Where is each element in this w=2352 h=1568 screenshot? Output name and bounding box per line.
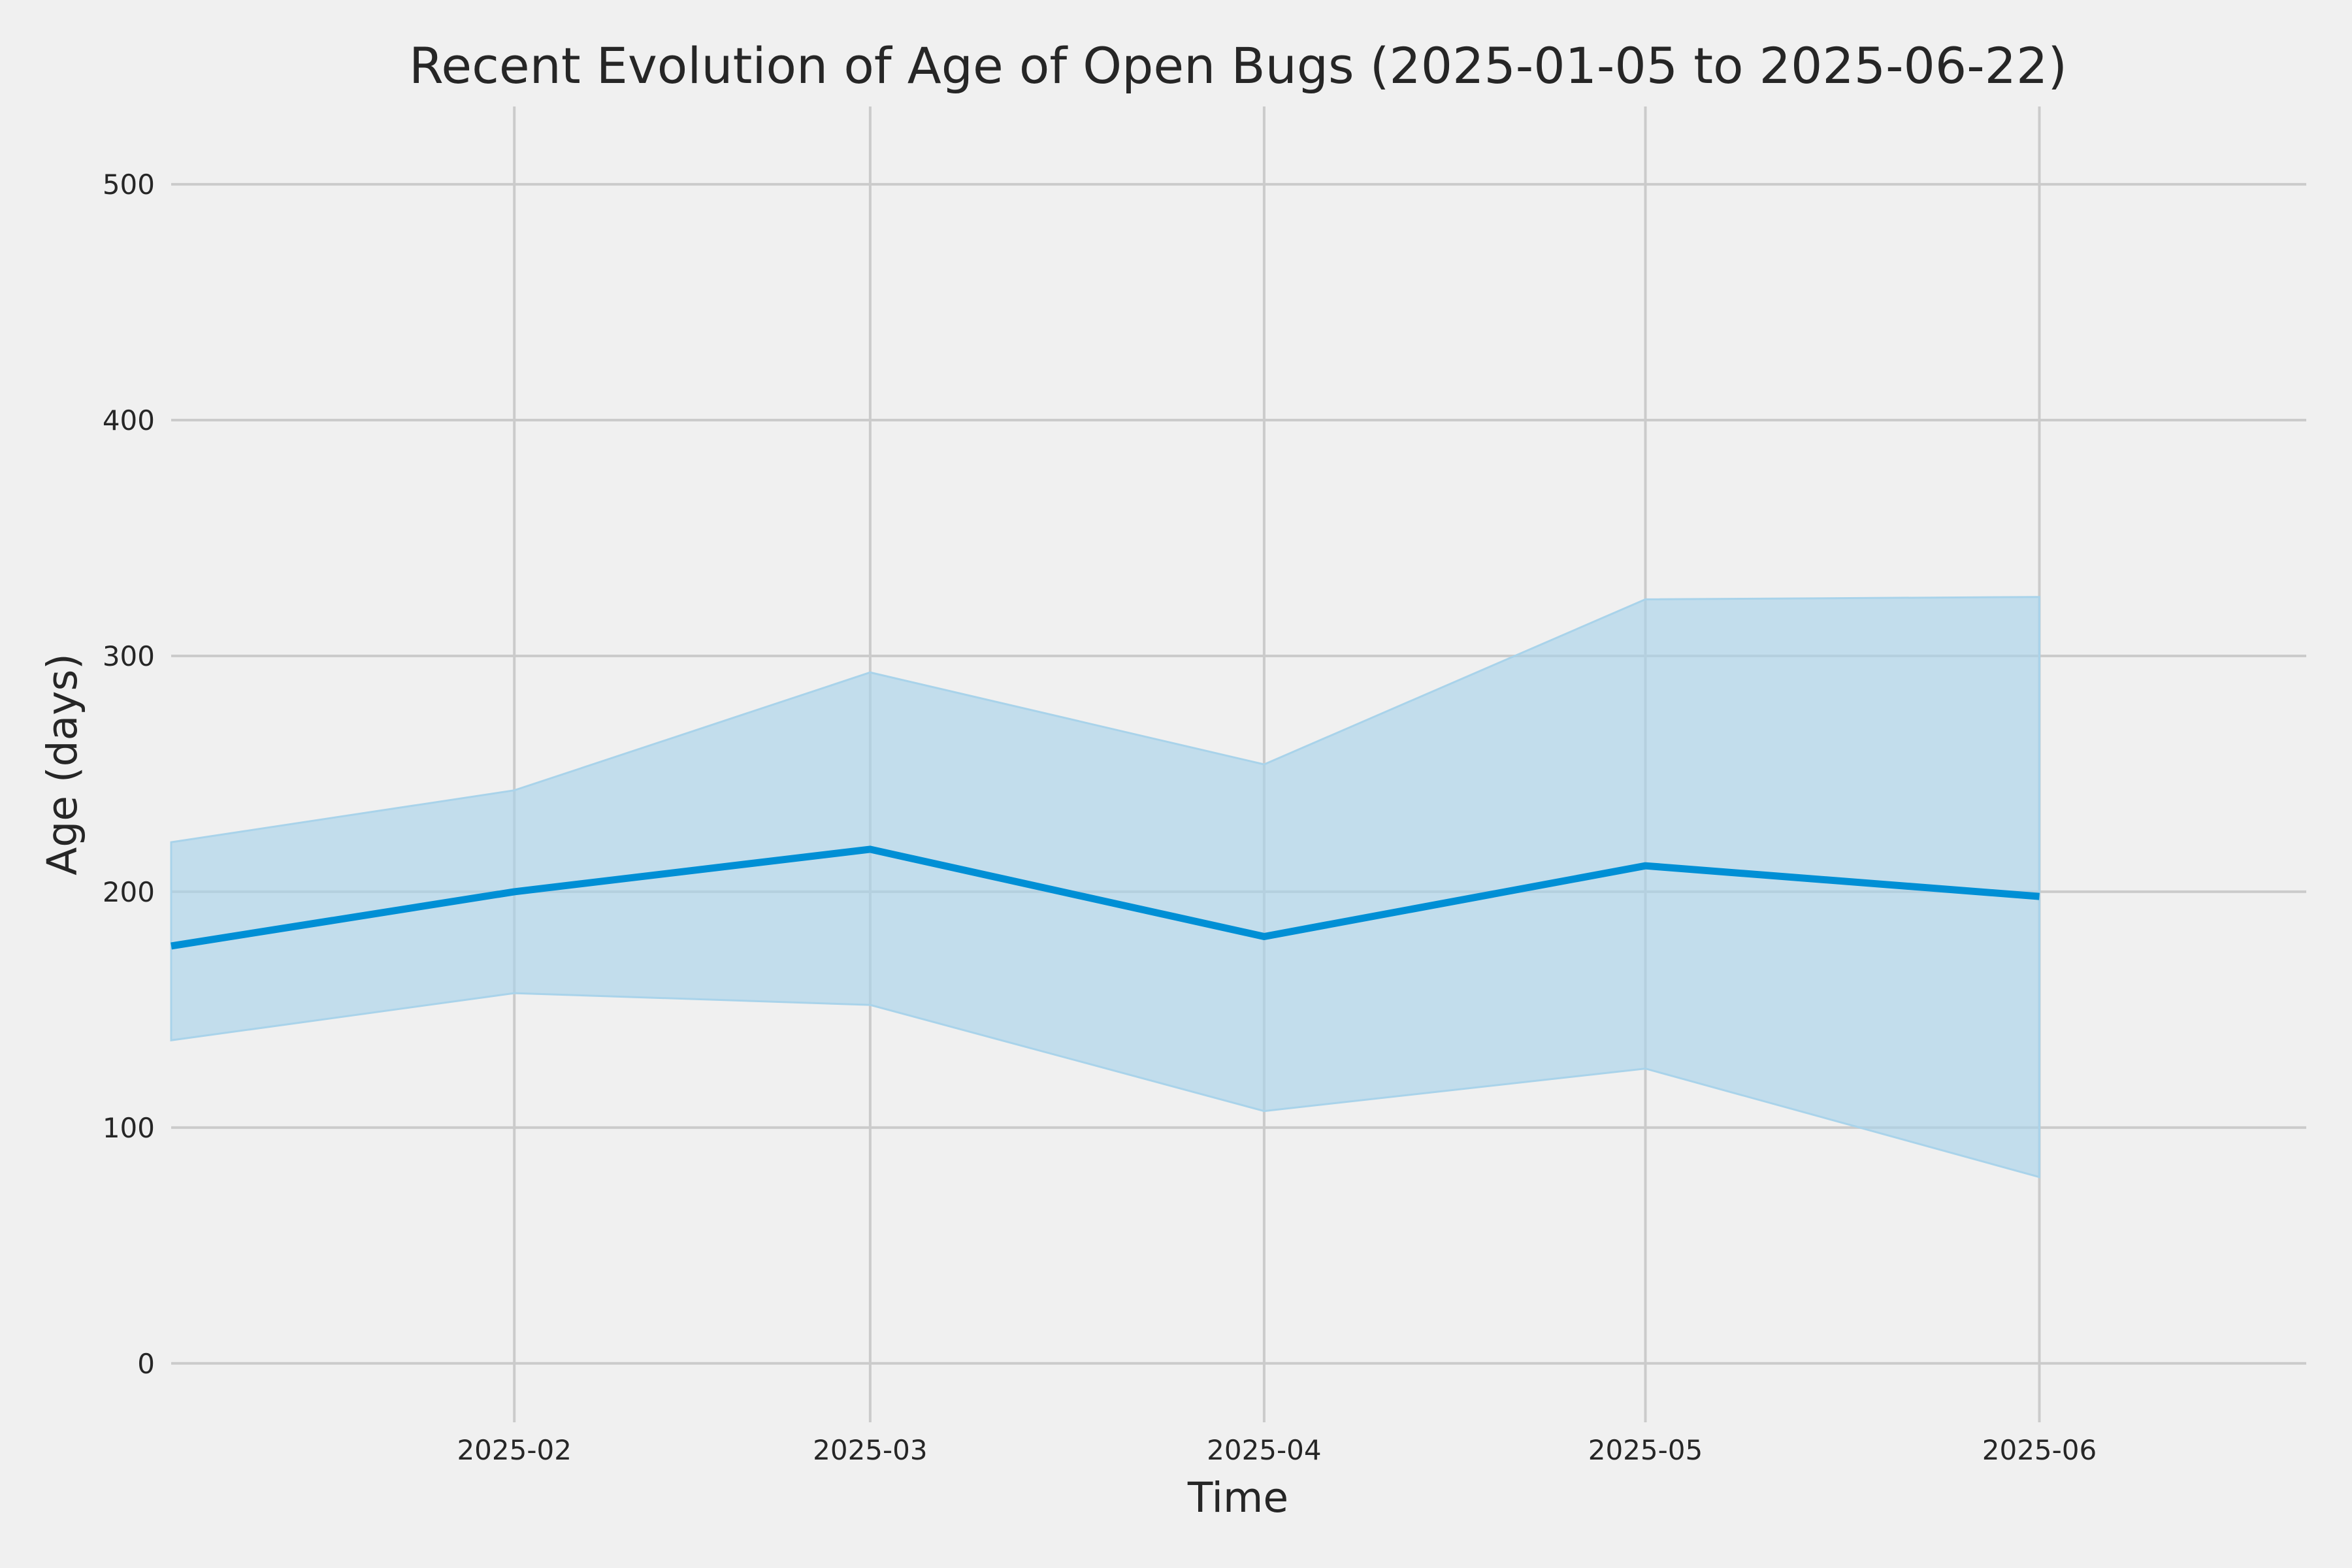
y-tick-label: 500 [103,169,155,201]
x-tick-label: 2025-06 [1982,1434,2097,1466]
y-tick-label: 400 [103,404,155,436]
y-tick-label: 0 [137,1348,155,1380]
series-lines [171,845,2040,950]
y-axis-label: Age (days) [39,653,86,875]
y-tick-label: 200 [103,876,155,908]
x-tick-label: 2025-05 [1588,1434,1703,1466]
x-tick-label: 2025-03 [813,1434,928,1466]
x-tick-label: 2025-04 [1207,1434,1322,1466]
chart-title: Recent Evolution of Age of Open Bugs (20… [409,37,2067,95]
x-tick-label: 2025-02 [457,1434,572,1466]
confidence-bands [170,596,2040,1179]
series-line [171,845,2040,950]
x-axis-label: Time [1187,1474,1288,1522]
y-tick-labels: 0 100 200 300 400 500 [103,169,155,1380]
y-tick-label: 300 [103,640,155,672]
x-tick-labels: 2025-02 2025-03 2025-04 2025-05 2025-06 [457,1434,2097,1466]
confidence-band [170,596,2040,1179]
y-tick-label: 100 [103,1112,155,1144]
